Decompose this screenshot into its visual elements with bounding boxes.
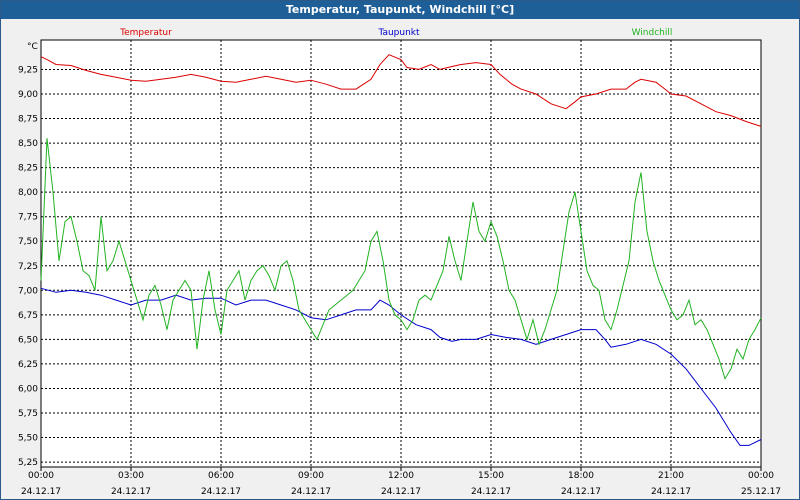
x-tick-time: 06:00 <box>208 471 234 481</box>
chart-title: Temperatur, Taupunkt, Windchill [°C] <box>1 1 799 19</box>
x-tick-time: 03:00 <box>118 471 144 481</box>
legend-taupunkt: Taupunkt <box>377 28 420 38</box>
y-tick-label: 8,50 <box>18 139 38 149</box>
x-tick-time: 00:00 <box>748 471 774 481</box>
x-tick-time: 15:00 <box>478 471 504 481</box>
y-tick-label: 6,00 <box>18 384 38 394</box>
y-tick-label: 8,00 <box>18 188 38 198</box>
y-tick-label: 7,00 <box>18 286 38 296</box>
legend-windchill: Windchill <box>632 28 673 38</box>
y-tick-label: 7,50 <box>18 237 38 247</box>
x-tick-time: 00:00 <box>28 471 54 481</box>
x-tick-date: 24.12.17 <box>651 487 691 497</box>
y-tick-label: 5,50 <box>18 434 38 444</box>
y-tick-label: 5,75 <box>18 409 38 419</box>
y-tick-label: 6,75 <box>18 311 38 321</box>
y-tick-label: 9,25 <box>18 65 38 75</box>
x-tick-time: 12:00 <box>388 471 414 481</box>
y-tick-label: 8,75 <box>18 115 38 125</box>
y-tick-label: 7,25 <box>18 262 38 272</box>
x-tick-time: 21:00 <box>658 471 684 481</box>
x-tick-date: 24.12.17 <box>381 487 421 497</box>
x-tick-time: 18:00 <box>568 471 594 481</box>
y-tick-label: 8,25 <box>18 164 38 174</box>
y-tick-label: 7,75 <box>18 213 38 223</box>
y-tick-label: 6,25 <box>18 360 38 370</box>
x-tick-date: 24.12.17 <box>471 487 511 497</box>
legend-temperatur: Temperatur <box>119 28 172 38</box>
series-line-temperatur <box>40 54 762 127</box>
x-tick-date: 24.12.17 <box>201 487 241 497</box>
y-tick-label: 9,00 <box>18 90 38 100</box>
y-tick-label: 5,25 <box>18 458 38 468</box>
x-tick-date: 24.12.17 <box>21 487 61 497</box>
series-line-windchill <box>40 138 762 380</box>
x-tick-time: 09:00 <box>298 471 324 481</box>
x-tick-date: 24.12.17 <box>111 487 151 497</box>
x-tick-date: 25.12.17 <box>741 487 781 497</box>
series-line-taupunkt <box>40 287 762 446</box>
x-tick-date: 24.12.17 <box>561 487 601 497</box>
y-tick-label: 6,50 <box>18 335 38 345</box>
y-axis-label: °C <box>27 42 38 52</box>
x-tick-date: 24.12.17 <box>291 487 331 497</box>
